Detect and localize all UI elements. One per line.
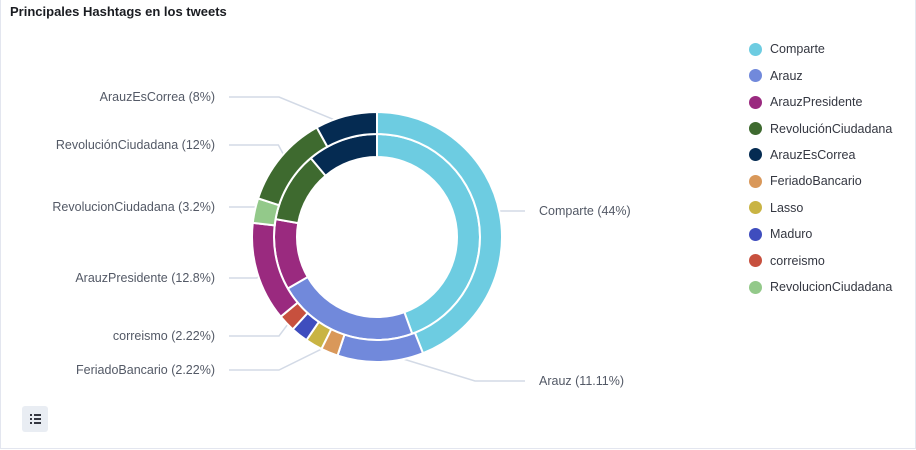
leader-line-arauz-es-correa — [229, 96, 349, 127]
slice-label-feriado-bancario: FeriadoBancario (2.22%) — [76, 363, 215, 377]
slice-label-correismo: correismo (2.22%) — [113, 329, 215, 343]
slice-outer-arauz-es-correa[interactable]: ArauzEsCorrea — [315, 110, 378, 149]
legend-color-dot — [749, 201, 762, 215]
legend-color-dot — [749, 69, 762, 83]
legend-label: FeriadoBancario — [770, 174, 862, 189]
legend-item-comparte[interactable]: Comparte — [749, 36, 916, 62]
slice-label-arauz-presidente: ArauzPresidente (12.8%) — [75, 271, 215, 285]
slice-label-arauz-es-correa: ArauzEsCorrea (8%) — [100, 90, 215, 104]
legend-label: Lasso — [770, 200, 804, 215]
slice-label-revolucion-ciudadana: RevolucionCiudadana (3.2%) — [52, 200, 215, 214]
slice-labels: Comparte (44%) Arauz (11.11%) FeriadoBanca… — [52, 90, 630, 388]
panel-title: Principales Hashtags en los tweets — [10, 4, 227, 19]
leader-line-arauz — [379, 351, 525, 382]
legend-item-arauz[interactable]: Arauz — [749, 62, 916, 88]
slice-label-arauz: Arauz (11.11%) — [539, 374, 624, 388]
legend-label: Maduro — [770, 227, 813, 242]
legend-label: RevolucionCiudadana — [770, 280, 893, 295]
legend-label: ArauzPresidente — [770, 95, 863, 110]
legend-color-dot — [749, 280, 762, 294]
legend-toggle-button[interactable] — [22, 406, 48, 432]
legend-label: RevoluciónCiudadana — [770, 121, 893, 136]
legend-item-maduro[interactable]: Maduro — [749, 221, 916, 247]
legend-item-revolucion-ciudadana[interactable]: RevoluciónCiudadana — [749, 115, 916, 141]
legend-color-dot — [749, 148, 762, 162]
legend-item-correismo[interactable]: correismo — [749, 248, 916, 274]
legend-color-dot — [749, 254, 762, 268]
legend-item-lasso[interactable]: Lasso — [749, 195, 916, 221]
chart-legend: Comparte Arauz ArauzPresidente RevoluciónCi… — [749, 36, 916, 300]
slice-label-comparte: Comparte (44%) — [539, 204, 631, 218]
legend-color-dot — [749, 122, 762, 136]
legend-label: ArauzEsCorrea — [770, 147, 856, 162]
legend-color-dot — [749, 42, 762, 56]
slice-label-revolucion-ciudadana: RevoluciónCiudadana (12%) — [56, 138, 215, 152]
legend-item-feriado-bancario[interactable]: FeriadoBancario — [749, 168, 916, 194]
leader-line-feriado-bancario — [229, 342, 334, 371]
legend-color-dot — [749, 227, 762, 241]
legend-item-arauz-es-correa[interactable]: ArauzEsCorrea — [749, 142, 916, 168]
legend-label: Arauz — [770, 68, 803, 83]
legend-item-revolucion-ciudadana[interactable]: RevolucionCiudadana — [749, 274, 916, 300]
legend-color-dot — [749, 95, 762, 109]
legend-color-dot — [749, 174, 762, 188]
legend-label: correismo — [770, 253, 825, 268]
donut-slices: ComparteArauzArauzPresidenteRevoluciónCi… — [251, 110, 503, 363]
legend-label: Comparte — [770, 42, 825, 57]
legend-item-arauz-presidente[interactable]: ArauzPresidente — [749, 89, 916, 115]
